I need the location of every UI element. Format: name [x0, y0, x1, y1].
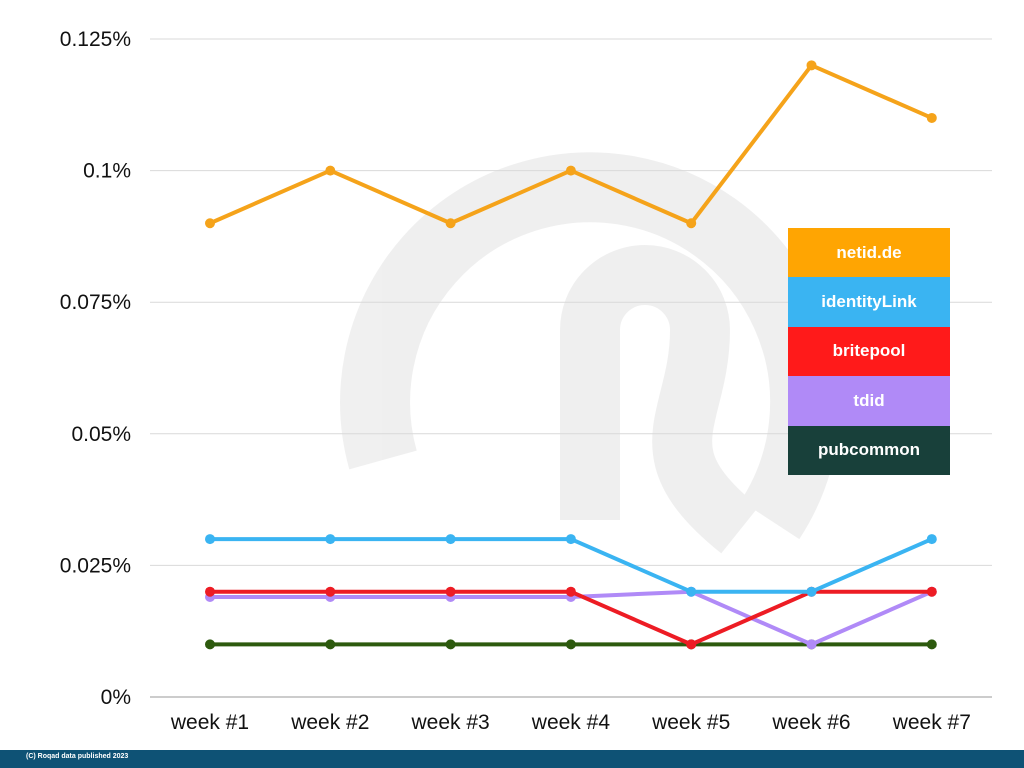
data-point	[806, 639, 817, 650]
x-tick-label: week #1	[170, 711, 249, 734]
footer-bar: (C) Roqad data published 2023	[0, 750, 1024, 768]
y-tick-label: 0%	[101, 686, 131, 709]
x-tick-label: week #3	[410, 711, 489, 734]
data-point	[205, 534, 215, 545]
data-point	[205, 218, 215, 229]
data-point	[205, 639, 215, 650]
legend: netid.de identityLink britepool tdid pub…	[788, 228, 950, 475]
data-point	[565, 586, 576, 597]
data-point	[686, 639, 697, 650]
y-tick-label: 0.05%	[71, 423, 131, 446]
data-point	[926, 112, 937, 123]
data-point	[686, 218, 697, 229]
watermark-logo	[340, 152, 841, 554]
y-tick-label: 0.1%	[83, 160, 131, 183]
y-axis-ticks: 0% 0.025% 0.05% 0.075% 0.1% 0.125%	[60, 28, 131, 709]
data-point	[806, 586, 817, 597]
data-point	[445, 534, 456, 545]
data-point	[926, 586, 937, 597]
x-axis-ticks: week #1 week #2 week #3 week #4 week #5 week …	[170, 711, 971, 734]
legend-item-britepool: britepool	[788, 326, 950, 377]
copyright-text: (C) Roqad data published 2023	[26, 753, 129, 760]
series-lines	[205, 60, 937, 650]
y-tick-label: 0.025%	[60, 554, 131, 577]
data-point	[926, 534, 937, 545]
data-point	[445, 586, 456, 597]
y-tick-label: 0.125%	[60, 28, 131, 51]
x-tick-label: week #4	[531, 711, 611, 734]
data-point	[686, 586, 697, 597]
legend-item-identitylink: identityLink	[788, 277, 950, 327]
x-tick-label: week #2	[290, 711, 369, 734]
data-point	[445, 639, 456, 650]
x-tick-label: week #7	[892, 711, 971, 734]
data-point	[205, 586, 215, 597]
series-netid.de	[205, 60, 937, 229]
legend-item-netid: netid.de	[788, 228, 950, 278]
series-pubcommon	[205, 639, 937, 650]
data-point	[565, 534, 576, 545]
data-point	[806, 60, 817, 71]
data-point	[325, 534, 336, 545]
data-point	[325, 586, 336, 597]
data-point	[325, 165, 336, 176]
x-tick-label: week #5	[651, 711, 730, 734]
data-point	[445, 218, 456, 229]
x-tick-label: week #6	[771, 711, 850, 734]
legend-item-pubcommon: pubcommon	[788, 425, 950, 475]
series-identityLink	[205, 534, 937, 597]
legend-item-tdid: tdid	[788, 376, 950, 426]
data-point	[325, 639, 336, 650]
y-tick-label: 0.075%	[60, 291, 131, 314]
data-point	[565, 639, 576, 650]
data-point	[565, 165, 576, 176]
data-point	[926, 639, 937, 650]
